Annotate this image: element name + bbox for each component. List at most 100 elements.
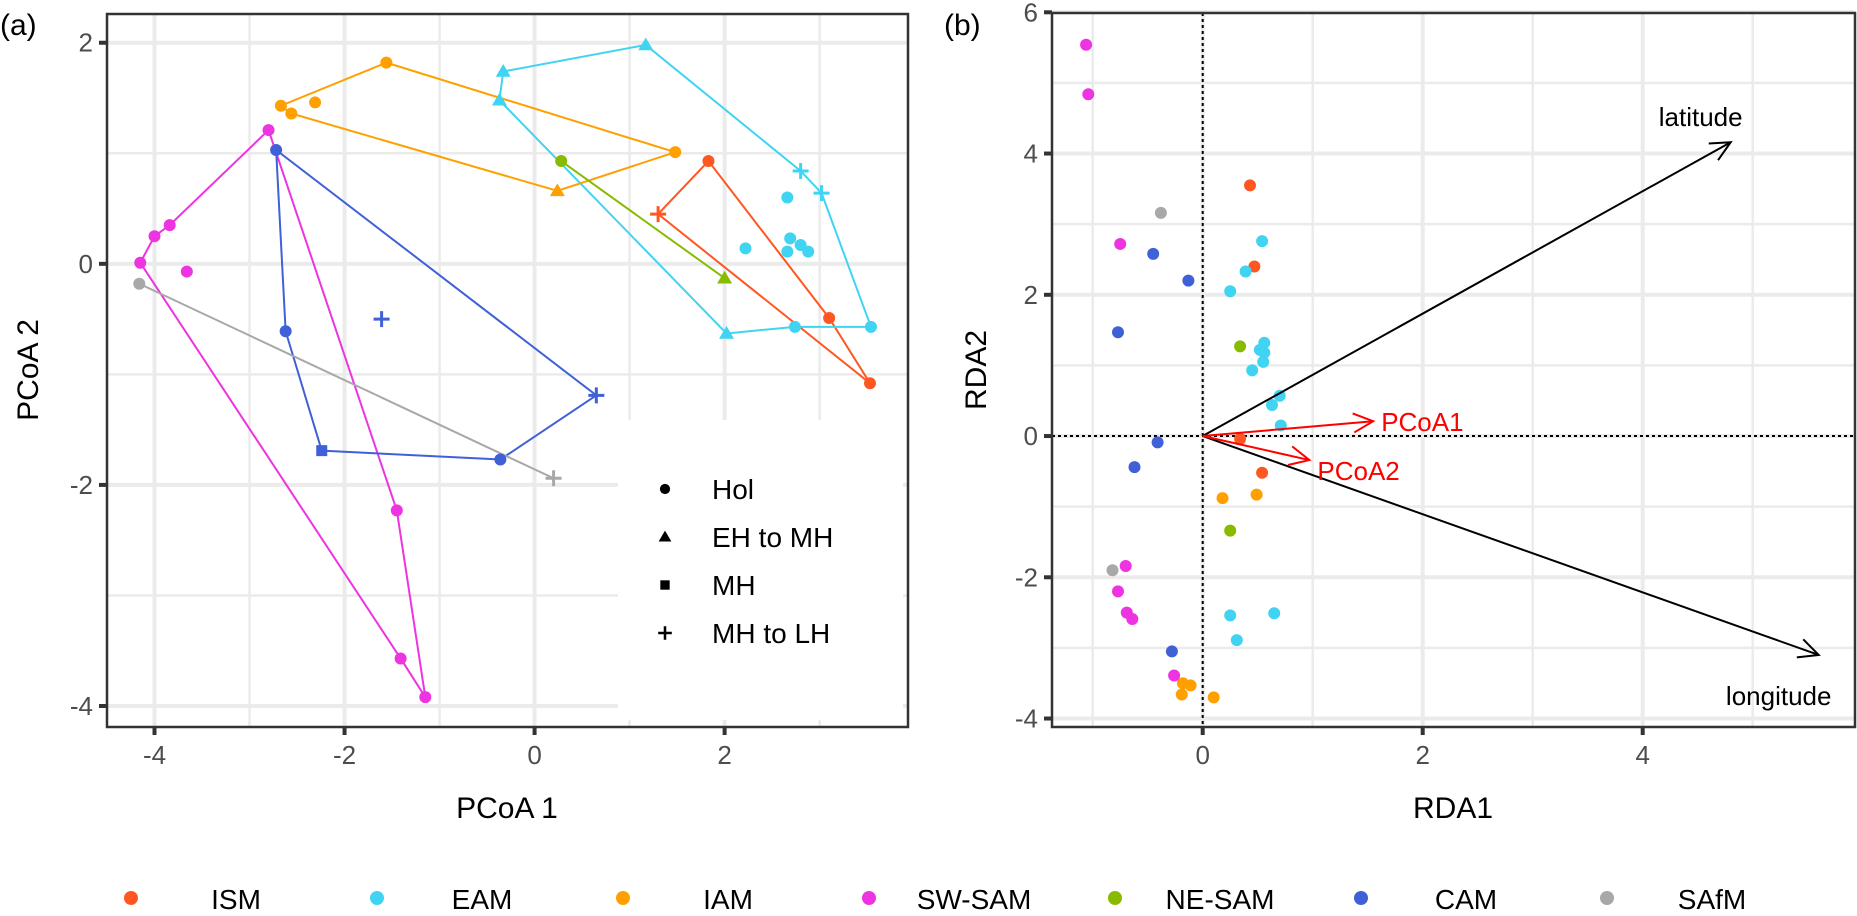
legend-label: SAfM — [1678, 884, 1746, 915]
panel-a-frame — [105, 12, 910, 729]
legend-item-cam: CAM — [1354, 884, 1497, 915]
point-eam — [1239, 265, 1252, 278]
hull-ism — [656, 159, 871, 384]
legend-item-ne-sam: NE-SAM — [1108, 884, 1274, 915]
shape-legend-label: MH to LH — [712, 618, 830, 649]
point-ism — [863, 377, 876, 390]
arrow-latitude — [1202, 141, 1732, 437]
arrow-pcoa2 — [1202, 435, 1310, 462]
legend-label: EAM — [452, 884, 513, 915]
point-cam — [1128, 461, 1141, 474]
y-tick-label: 2 — [79, 28, 93, 58]
point-eam — [491, 92, 507, 106]
y-tick-label: 0 — [1024, 421, 1038, 451]
point-ne-sam — [1224, 524, 1237, 537]
point-cam — [1147, 247, 1160, 260]
x-tick-label: 4 — [1635, 740, 1649, 770]
shape-legend-triangle-icon — [658, 530, 672, 542]
y-tick-label: -2 — [1015, 562, 1038, 592]
panel-a-axes: -4 -2 0 2 -4 -2 0 2 — [70, 28, 732, 770]
point-eam — [802, 245, 815, 258]
x-tick-label: -4 — [143, 740, 166, 770]
arrow-pcoa1 — [1202, 420, 1374, 438]
point-ism — [702, 155, 715, 168]
point-eam — [1268, 607, 1281, 620]
panel-b-ylabel: RDA2 — [960, 330, 993, 410]
legend-swatch-icon — [1600, 891, 1614, 905]
point-cam — [1112, 326, 1124, 339]
legend-swatch-icon — [1354, 891, 1368, 905]
point-sw-sam — [390, 504, 403, 517]
legend-item-eam: EAM — [370, 884, 512, 915]
point-cam — [1165, 645, 1178, 658]
panel-b-reference-lines — [1052, 13, 1855, 727]
y-tick-label: 0 — [79, 249, 93, 279]
point-cam — [316, 445, 328, 457]
legend-swatch-icon — [370, 891, 384, 905]
panel-b-xlabel: RDA1 — [1413, 792, 1493, 825]
point-eam — [788, 320, 801, 333]
point-eam — [1230, 634, 1243, 647]
panel-b-label: (b) — [944, 9, 981, 42]
panel-a-points — [133, 37, 877, 704]
shape-legend-circle-icon — [659, 483, 671, 495]
point-sw-sam — [1112, 585, 1124, 598]
point-eam — [1256, 235, 1269, 248]
point-sw-sam — [1119, 559, 1132, 572]
hull-sw-sam — [139, 128, 427, 698]
point-ism — [650, 206, 667, 223]
panel-a: (a) Hol EH to MH MH MH to LH -4 -2 0 2 -4 -2 0 2 P… — [0, 9, 910, 825]
x-tick-label: 2 — [717, 740, 731, 770]
shape-legend-square-icon — [660, 580, 670, 590]
point-sw-sam — [1114, 237, 1127, 250]
legend-swatch-icon — [616, 891, 630, 905]
point-sw-sam — [1082, 88, 1095, 101]
point-ism — [1234, 432, 1247, 445]
point-cam — [373, 311, 390, 328]
point-cam — [588, 387, 605, 404]
arrow-label-longitude: longitude — [1726, 681, 1832, 711]
point-eam — [1224, 609, 1237, 622]
legend-swatch-icon — [124, 891, 138, 905]
panel-a-ylabel: PCoA 2 — [12, 319, 45, 421]
shape-legend-label: Hol — [712, 474, 754, 505]
point-iam — [285, 107, 298, 120]
point-ne-sam — [555, 155, 568, 168]
point-iam — [309, 96, 322, 109]
legend-label: SW-SAM — [917, 884, 1032, 915]
point-sw-sam — [1126, 612, 1139, 625]
panel-a-xlabel: PCoA 1 — [456, 792, 558, 825]
hull-iam — [278, 61, 679, 192]
point-cam — [279, 325, 292, 338]
y-tick-label: -4 — [1015, 704, 1038, 734]
legend-item-sw-sam: SW-SAM — [862, 884, 1031, 915]
point-eam — [792, 162, 809, 179]
panel-b-grid — [1052, 10, 1855, 727]
point-sw-sam — [148, 230, 161, 243]
point-ism — [1256, 466, 1269, 479]
point-eam — [1258, 346, 1271, 359]
point-sw-sam — [419, 691, 432, 704]
panel-b-arrows: latitude longitude PCoA1 PCoA2 — [1202, 102, 1832, 711]
point-iam — [1250, 488, 1263, 501]
arrow-label-latitude: latitude — [1659, 102, 1743, 132]
legend-swatch-icon — [1108, 891, 1122, 905]
point-iam — [274, 99, 287, 112]
point-sw-sam — [163, 219, 176, 232]
point-eam — [1246, 364, 1259, 377]
point-sw-sam — [134, 256, 147, 269]
point-eam — [781, 245, 794, 258]
y-tick-label: -4 — [70, 691, 93, 721]
point-safm — [1106, 564, 1119, 577]
point-iam — [1175, 688, 1188, 701]
hull-cam — [275, 147, 599, 461]
arrowhead-pcoa2-icon — [1287, 445, 1312, 467]
point-iam — [1207, 691, 1220, 704]
y-tick-label: 2 — [1024, 280, 1038, 310]
point-cam — [494, 453, 507, 466]
point-ism — [1248, 260, 1261, 273]
legend-swatch-icon — [862, 891, 876, 905]
arrow-longitude — [1202, 435, 1820, 656]
panel-a-grid — [107, 14, 908, 727]
